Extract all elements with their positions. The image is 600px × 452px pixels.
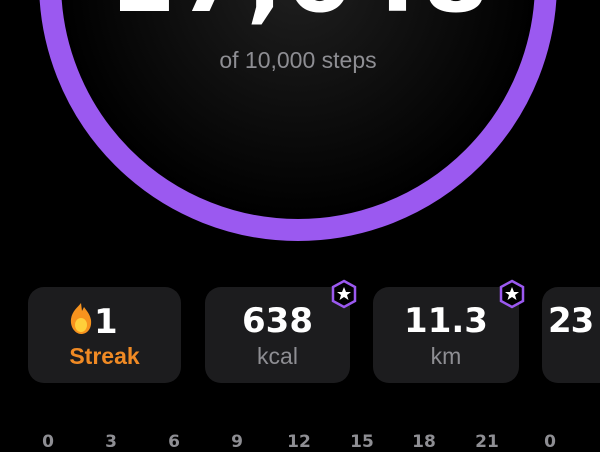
streak-value: 1: [68, 301, 118, 342]
calories-card[interactable]: 638 kcal: [205, 287, 350, 383]
hour-tick: 0: [42, 432, 54, 452]
extra-stat-value: 23: [548, 301, 594, 341]
streak-label: Streak: [69, 343, 140, 369]
star-badge-icon: [331, 279, 357, 309]
hour-tick: 18: [412, 432, 436, 452]
streak-card[interactable]: 1 Streak: [28, 287, 181, 383]
hour-tick: 12: [287, 432, 311, 452]
step-count: 17,648: [0, 0, 600, 34]
calories-value: 638: [242, 301, 313, 341]
hour-tick: 3: [105, 432, 117, 452]
hour-tick: 6: [168, 432, 180, 452]
star-badge-icon: [499, 279, 525, 309]
distance-value: 11.3: [404, 301, 488, 341]
hour-tick: 0: [544, 432, 556, 452]
step-goal: of 10,000 steps: [219, 47, 377, 73]
extra-stat-card[interactable]: 23: [542, 287, 600, 383]
hour-tick: 15: [350, 432, 374, 452]
distance-label: km: [430, 343, 462, 369]
flame-icon: [68, 301, 94, 335]
hour-tick: 21: [475, 432, 499, 452]
calories-label: kcal: [257, 343, 298, 369]
hour-tick: 9: [231, 432, 243, 452]
distance-card[interactable]: 11.3 km: [373, 287, 519, 383]
